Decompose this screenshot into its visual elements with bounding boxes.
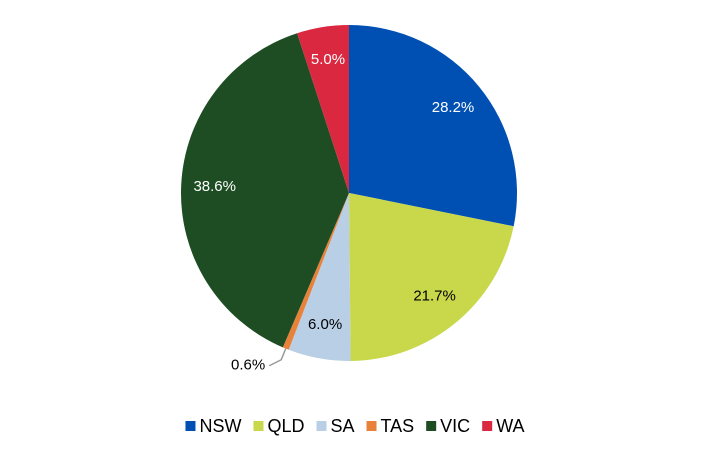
leader-line — [268, 348, 287, 367]
legend-label: TAS — [381, 416, 415, 436]
legend-swatch — [253, 421, 264, 431]
data-label: 21.7% — [413, 288, 456, 305]
legend-swatch — [426, 421, 437, 431]
data-label: 5.0% — [311, 51, 345, 68]
legend: NSW QLD SA TAS VIC WA — [185, 416, 525, 436]
data-label: 38.6% — [193, 178, 236, 195]
legend-label: NSW — [199, 416, 241, 436]
data-labels: 28.2% 21.7% 6.0% 0.6% 38.6% 5.0% — [193, 51, 474, 374]
pie-slice — [180, 33, 349, 348]
pie-slice — [349, 193, 514, 361]
legend-label: VIC — [440, 416, 470, 436]
legend-label: WA — [496, 416, 524, 436]
legend-label: SA — [330, 416, 354, 436]
legend-swatch — [185, 421, 196, 431]
data-label: 0.6% — [231, 357, 265, 374]
pie-slice — [288, 193, 351, 361]
pie-slice — [297, 25, 349, 193]
pie — [180, 25, 517, 361]
data-label: 28.2% — [432, 99, 475, 116]
data-label: 6.0% — [308, 316, 342, 333]
legend-swatch — [482, 421, 493, 431]
pie-slice — [349, 25, 517, 227]
pie-slice — [282, 193, 349, 350]
legend-swatch — [366, 421, 377, 431]
legend-label: QLD — [267, 416, 304, 436]
legend-swatch — [316, 421, 327, 431]
